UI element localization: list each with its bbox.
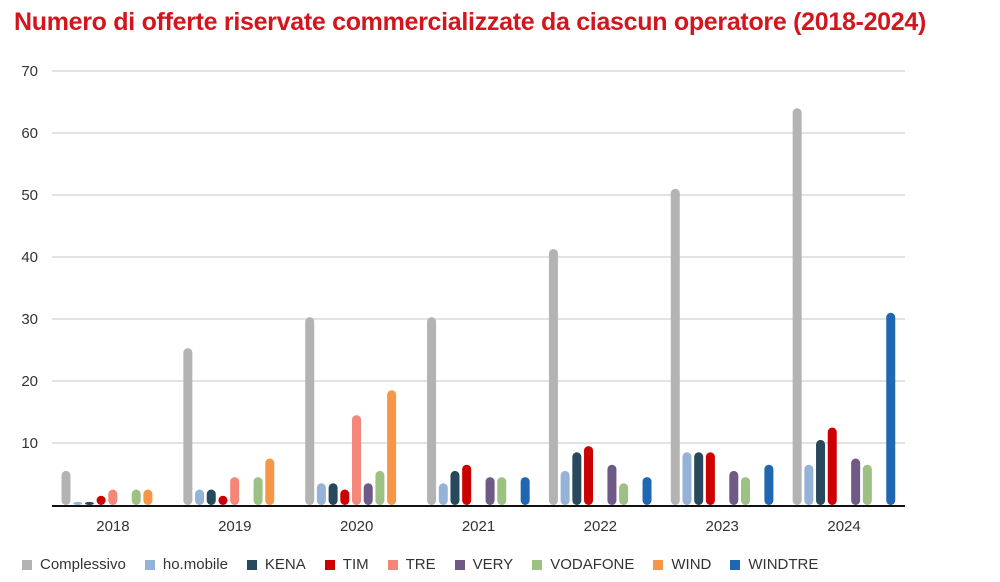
bar-vodafone-2018 (131, 489, 141, 505)
bar-homobile-2018 (73, 501, 83, 505)
bar-vodafone-2023 (740, 477, 750, 505)
bar-very-2024 (851, 458, 861, 505)
bar-kena-2022 (572, 452, 582, 505)
legend-label: WINDTRE (748, 556, 819, 573)
x-tick-label: 2024 (827, 518, 860, 535)
bar-complessivo-2018 (61, 470, 71, 505)
bar-complessivo-2020 (305, 317, 315, 505)
legend-item: VODAFONE (532, 556, 634, 573)
x-tick-label: 2020 (340, 518, 373, 535)
bar-wind-2019 (265, 458, 275, 505)
x-tick-label: 2018 (96, 518, 129, 535)
legend-item: Complessivo (22, 556, 126, 573)
legend-swatch (730, 559, 741, 570)
legend-label: VODAFONE (550, 556, 635, 573)
bar-vodafone-2020 (375, 470, 385, 505)
legend-item: TIM (324, 556, 369, 573)
bar-vodafone-2022 (619, 483, 629, 505)
legend-swatch (454, 559, 465, 570)
legend-item: VERY (454, 556, 514, 573)
bar-homobile-2020 (316, 483, 326, 505)
x-tick-label: 2021 (462, 518, 495, 535)
legend-label: WIND (671, 556, 712, 573)
chart-title: Numero di offerte riservate commercializ… (14, 8, 927, 36)
legend-item: TRE (387, 556, 436, 573)
legend-swatch (532, 559, 543, 570)
bar-kena-2024 (816, 439, 826, 505)
bar-tre-2020 (352, 415, 362, 505)
bar-wind-2020 (387, 390, 397, 505)
legend-item: WIND (653, 556, 711, 573)
x-tick-label: 2023 (706, 518, 739, 535)
legend-swatch (144, 559, 155, 570)
bar-complessivo-2024 (792, 108, 802, 505)
bar-kena-2023 (694, 452, 704, 505)
legend-label: KENA (264, 556, 306, 573)
y-tick-label: 70 (21, 63, 38, 80)
bar-kena-2020 (328, 483, 338, 505)
bar-complessivo-2022 (548, 248, 558, 505)
legend-item: WINDTRE (730, 556, 818, 573)
x-tick-label: 2022 (584, 518, 617, 535)
bar-windtre-2023 (764, 464, 774, 505)
bar-tim-2022 (584, 446, 594, 505)
x-tick-label: 2019 (218, 518, 251, 535)
y-tick-label: 10 (21, 435, 38, 452)
bar-complessivo-2019 (183, 348, 193, 505)
bar-tre-2019 (230, 477, 240, 505)
bar-tim-2018 (96, 495, 106, 505)
y-tick-label: 60 (21, 125, 38, 142)
legend-swatch (246, 559, 257, 570)
legend-label: VERY (472, 556, 514, 573)
y-tick-label: 40 (21, 249, 38, 266)
legend-item: ho.mobile (144, 556, 228, 573)
y-tick-label: 30 (21, 311, 38, 328)
bar-kena-2019 (206, 489, 216, 505)
legend-swatch (324, 559, 335, 570)
bar-very-2020 (363, 483, 373, 505)
bar-homobile-2022 (560, 470, 570, 505)
legend-swatch (22, 559, 32, 570)
bar-vodafone-2019 (253, 477, 263, 505)
y-tick-label: 20 (21, 373, 38, 390)
legend-label: Complessivo (40, 556, 126, 573)
bar-vodafone-2021 (497, 477, 507, 505)
bar-tim-2023 (705, 452, 715, 505)
bar-kena-2021 (450, 470, 460, 505)
bar-complessivo-2023 (670, 188, 680, 506)
bar-kena-2018 (84, 501, 94, 505)
bar-homobile-2021 (438, 483, 448, 505)
bar-tim-2024 (827, 427, 837, 505)
bar-very-2022 (607, 464, 617, 505)
bar-windtre-2021 (520, 477, 530, 505)
y-tick-label: 50 (21, 187, 38, 204)
bar-tre-2018 (108, 489, 118, 505)
legend-item: KENA (246, 556, 306, 573)
bar-windtre-2022 (642, 477, 652, 505)
legend-swatch (387, 559, 398, 570)
legend: Complessivo ho.mobile KENA TIM TRE VERY VODAFO… (22, 556, 837, 573)
legend-label: TIM (342, 556, 369, 573)
bar-tim-2019 (218, 495, 228, 505)
bar-homobile-2023 (682, 452, 692, 505)
bar-homobile-2024 (804, 464, 814, 505)
legend-swatch (653, 559, 664, 570)
bar-tim-2020 (340, 489, 350, 505)
bar-homobile-2019 (195, 489, 205, 505)
bar-very-2021 (485, 477, 495, 505)
legend-label: ho.mobile (162, 556, 228, 573)
bar-complessivo-2021 (427, 317, 437, 505)
bar-tim-2021 (462, 464, 472, 505)
bar-windtre-2024 (886, 312, 896, 505)
bar-wind-2018 (143, 489, 153, 505)
bar-very-2023 (729, 470, 739, 505)
bar-vodafone-2024 (862, 464, 872, 505)
legend-label: TRE (405, 556, 436, 573)
